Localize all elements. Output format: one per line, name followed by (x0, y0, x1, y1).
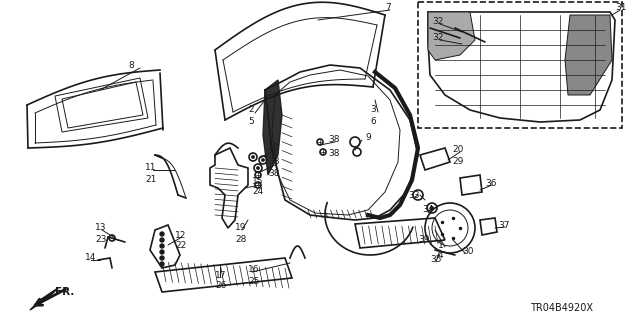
Text: 2: 2 (248, 106, 253, 115)
Text: FR.: FR. (55, 287, 74, 297)
Text: 8: 8 (128, 61, 134, 70)
Circle shape (160, 262, 164, 266)
Polygon shape (428, 12, 475, 60)
Text: 7: 7 (385, 4, 391, 12)
Text: 24: 24 (252, 188, 263, 197)
Text: 20: 20 (452, 145, 463, 154)
Polygon shape (565, 15, 612, 95)
Text: 32: 32 (432, 33, 444, 42)
Text: 29: 29 (452, 157, 463, 166)
Circle shape (160, 256, 164, 260)
Text: 21: 21 (145, 174, 156, 183)
Text: 38: 38 (328, 149, 339, 158)
Text: 25: 25 (248, 277, 259, 286)
Text: TR04B4920X: TR04B4920X (530, 303, 593, 313)
Text: 34: 34 (422, 205, 433, 214)
Text: 38: 38 (328, 136, 339, 145)
Text: 28: 28 (235, 234, 246, 243)
Text: 37: 37 (498, 220, 509, 229)
Text: 9: 9 (365, 133, 371, 143)
Text: 4: 4 (438, 251, 444, 261)
Circle shape (160, 238, 164, 242)
Text: 10: 10 (268, 144, 280, 152)
Circle shape (160, 232, 164, 236)
Text: 32: 32 (432, 18, 444, 26)
Text: 22: 22 (175, 241, 186, 249)
Text: 31: 31 (615, 4, 627, 12)
Text: 30: 30 (462, 248, 474, 256)
Text: 13: 13 (95, 224, 106, 233)
Circle shape (262, 159, 264, 161)
Text: 38: 38 (268, 169, 280, 179)
Text: 38: 38 (268, 158, 280, 167)
Text: 6: 6 (370, 116, 376, 125)
Circle shape (257, 167, 259, 169)
Text: 23: 23 (95, 234, 106, 243)
Text: 3: 3 (370, 106, 376, 115)
Polygon shape (263, 80, 282, 175)
Text: 5: 5 (248, 116, 253, 125)
Text: 26: 26 (215, 280, 227, 290)
Circle shape (252, 155, 255, 159)
Circle shape (160, 244, 164, 248)
Text: 17: 17 (215, 271, 227, 279)
Text: 36: 36 (485, 179, 497, 188)
Polygon shape (30, 288, 58, 310)
Text: 1: 1 (438, 241, 444, 249)
Text: 15: 15 (252, 177, 264, 187)
Text: 39: 39 (418, 235, 429, 244)
Text: 19: 19 (235, 224, 246, 233)
Text: 14: 14 (85, 254, 97, 263)
Text: 16: 16 (248, 265, 259, 275)
Circle shape (430, 206, 434, 210)
Text: 35: 35 (430, 256, 442, 264)
Circle shape (160, 250, 164, 254)
Text: 33: 33 (408, 190, 419, 199)
Text: 12: 12 (175, 231, 186, 240)
Text: 11: 11 (145, 164, 157, 173)
